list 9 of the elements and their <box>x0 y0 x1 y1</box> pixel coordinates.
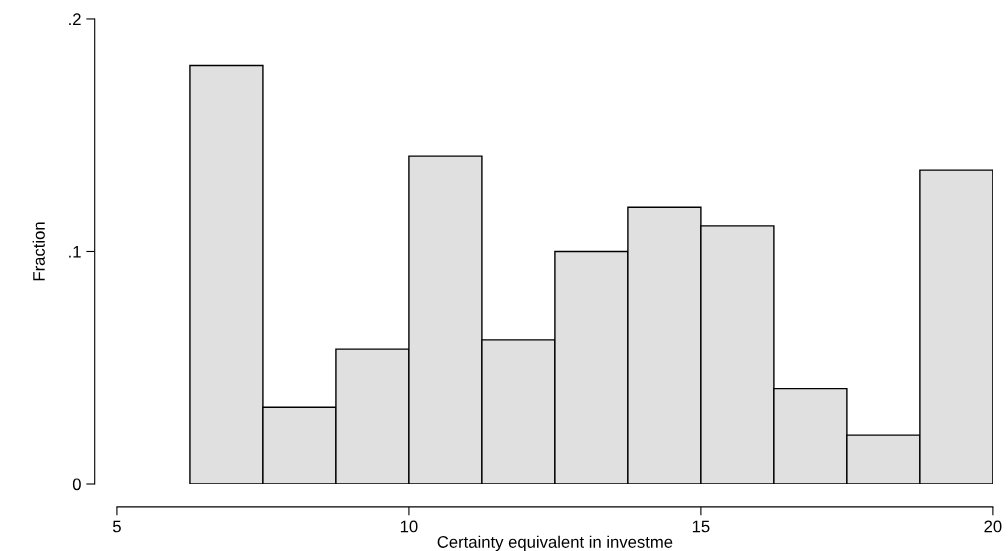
x-tick-label: 10 <box>400 520 418 533</box>
x-tick-label: 15 <box>692 520 710 533</box>
y-tick-label: .1 <box>69 246 81 258</box>
x-tick-label: 20 <box>984 520 1002 533</box>
x-tick-label: 5 <box>112 520 121 533</box>
y-tick-label: 0 <box>72 478 81 491</box>
y-tick-label: .2 <box>69 13 81 25</box>
y-axis-title: Fraction <box>32 222 45 281</box>
x-axis-title: Certainty equivalent in investme <box>437 535 673 551</box>
